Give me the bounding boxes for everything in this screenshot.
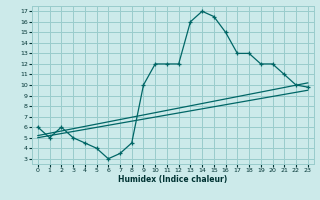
X-axis label: Humidex (Indice chaleur): Humidex (Indice chaleur) <box>118 175 228 184</box>
